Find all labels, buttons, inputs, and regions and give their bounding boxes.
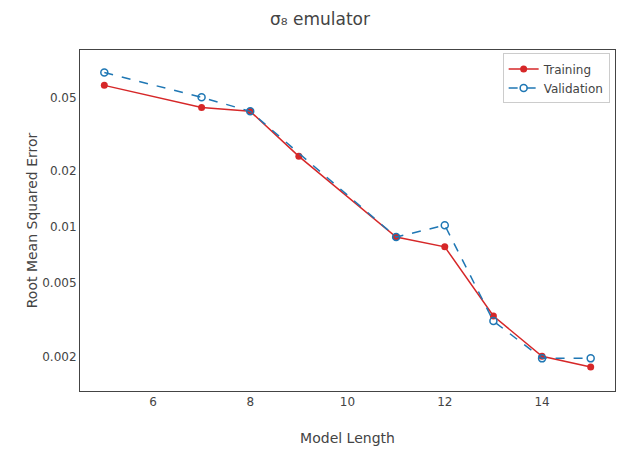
svg-text:σ₈ emulator: σ₈ emulator [270, 9, 370, 29]
svg-text:14: 14 [534, 395, 549, 409]
svg-text:12: 12 [437, 395, 452, 409]
svg-text:Training: Training [543, 63, 591, 77]
svg-text:0.05: 0.05 [50, 91, 77, 105]
svg-text:0.005: 0.005 [42, 276, 76, 290]
svg-text:0.01: 0.01 [50, 220, 77, 234]
svg-text:0.02: 0.02 [50, 164, 77, 178]
svg-text:8: 8 [246, 395, 254, 409]
svg-text:Validation: Validation [544, 82, 603, 96]
svg-text:6: 6 [149, 395, 157, 409]
svg-text:10: 10 [340, 395, 355, 409]
svg-text:Root Mean Squared Error: Root Mean Squared Error [24, 133, 40, 309]
svg-text:0.002: 0.002 [42, 350, 76, 364]
svg-text:Model Length: Model Length [300, 430, 395, 446]
